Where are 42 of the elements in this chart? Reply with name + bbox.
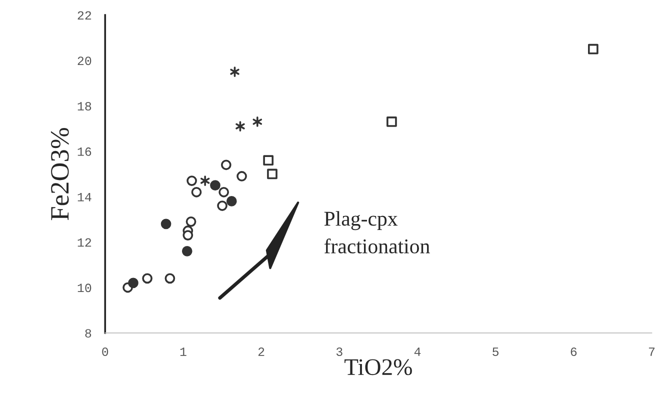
x-tick-label: 3 — [336, 348, 342, 356]
x-tick-label: 1 — [180, 348, 186, 356]
point — [218, 186, 229, 198]
point — [230, 66, 240, 77]
point — [142, 273, 152, 284]
point — [236, 121, 245, 132]
point — [252, 116, 262, 127]
point — [182, 246, 192, 256]
y-axis-title: Fe2O3% — [50, 128, 69, 220]
y-tick-label: 10 — [78, 284, 92, 292]
y-tick-label: 12 — [78, 238, 92, 247]
point — [263, 155, 274, 166]
annotation: Plag-cpx fractionation — [324, 211, 430, 254]
point — [200, 176, 210, 186]
point — [217, 200, 228, 211]
x-tick-label: 0 — [102, 348, 108, 356]
y-tick-label: 20 — [78, 56, 92, 66]
point — [236, 171, 247, 182]
y-tick-label: 14 — [78, 192, 92, 202]
point — [182, 230, 194, 240]
point — [226, 196, 237, 206]
x-tick-label: 4 — [414, 348, 421, 356]
x-tick-label: 2 — [258, 348, 264, 356]
point — [128, 278, 138, 288]
point — [220, 160, 232, 170]
x-tick-label: 5 — [492, 348, 499, 356]
point — [588, 44, 598, 54]
y-tick-label: 22 — [78, 11, 92, 20]
point — [160, 218, 172, 230]
point — [186, 216, 196, 227]
y-tick-label: 18 — [78, 102, 92, 110]
point — [186, 176, 197, 186]
point — [191, 186, 202, 198]
y-tick-label: 8 — [85, 329, 92, 338]
point — [386, 116, 397, 127]
x-axis-title: TiO2% — [344, 359, 412, 376]
point — [210, 180, 220, 191]
point — [267, 168, 278, 180]
x-tick-label: 6 — [570, 348, 577, 356]
y-tick-label: 16 — [78, 147, 92, 156]
x-tick-label: 7 — [648, 348, 655, 356]
point — [164, 273, 176, 284]
